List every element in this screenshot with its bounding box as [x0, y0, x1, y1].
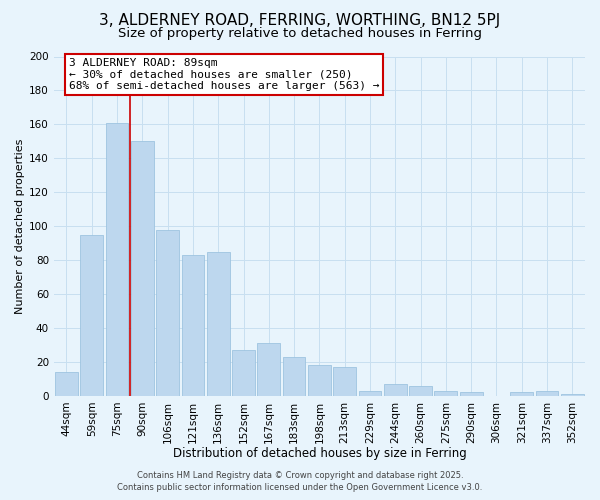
Y-axis label: Number of detached properties: Number of detached properties: [15, 138, 25, 314]
Bar: [257, 343, 280, 396]
Bar: [156, 230, 179, 396]
Text: 3 ALDERNEY ROAD: 89sqm
← 30% of detached houses are smaller (250)
68% of semi-de: 3 ALDERNEY ROAD: 89sqm ← 30% of detached…: [69, 58, 379, 92]
Bar: [561, 394, 584, 396]
Bar: [182, 255, 204, 396]
Bar: [80, 234, 103, 396]
Bar: [55, 372, 78, 396]
Bar: [536, 391, 559, 396]
Bar: [384, 384, 407, 396]
Bar: [409, 386, 432, 396]
Bar: [511, 392, 533, 396]
Bar: [131, 142, 154, 396]
Text: 3, ALDERNEY ROAD, FERRING, WORTHING, BN12 5PJ: 3, ALDERNEY ROAD, FERRING, WORTHING, BN1…: [100, 12, 500, 28]
Bar: [232, 350, 255, 396]
Text: Size of property relative to detached houses in Ferring: Size of property relative to detached ho…: [118, 28, 482, 40]
Bar: [460, 392, 482, 396]
Bar: [434, 391, 457, 396]
Bar: [106, 122, 128, 396]
Bar: [308, 366, 331, 396]
Bar: [359, 391, 382, 396]
Text: Contains HM Land Registry data © Crown copyright and database right 2025.
Contai: Contains HM Land Registry data © Crown c…: [118, 471, 482, 492]
Bar: [283, 357, 305, 396]
Bar: [334, 367, 356, 396]
Bar: [207, 252, 230, 396]
X-axis label: Distribution of detached houses by size in Ferring: Distribution of detached houses by size …: [173, 447, 466, 460]
